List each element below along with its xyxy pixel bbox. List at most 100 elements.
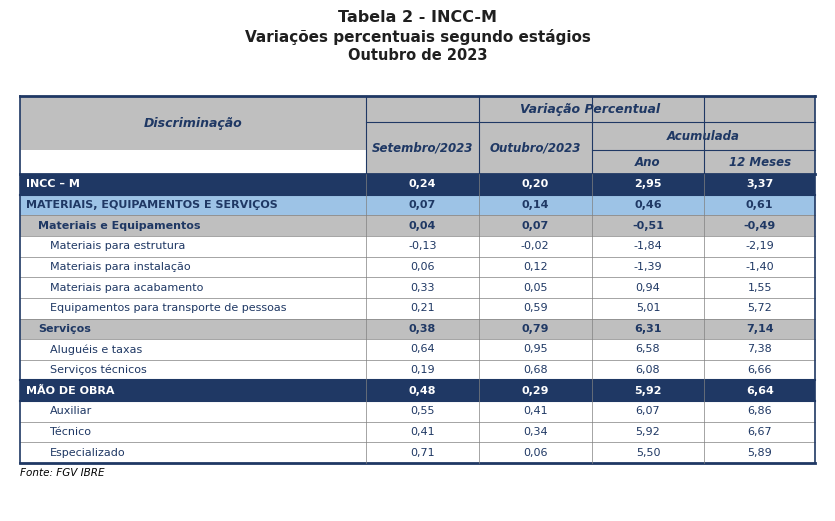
Text: 6,31: 6,31 [635, 324, 662, 334]
Text: 7,38: 7,38 [747, 344, 772, 354]
Text: 0,38: 0,38 [408, 324, 436, 334]
Text: -0,13: -0,13 [408, 241, 437, 251]
Text: 0,95: 0,95 [523, 344, 548, 354]
Bar [478, 122, 592, 174]
Text: MÃO DE OBRA: MÃO DE OBRA [26, 386, 114, 396]
Text: 6,66: 6,66 [747, 365, 772, 375]
Bar [20, 256, 815, 277]
Text: 0,64: 0,64 [410, 344, 434, 354]
Text: -1,39: -1,39 [634, 262, 662, 272]
Text: 5,50: 5,50 [635, 448, 660, 457]
Bar [20, 421, 815, 442]
Text: 0,79: 0,79 [521, 324, 549, 334]
Text: 0,68: 0,68 [523, 365, 548, 375]
Text: 5,01: 5,01 [635, 303, 660, 313]
Text: 3,37: 3,37 [746, 179, 773, 189]
Text: Ano: Ano [635, 155, 660, 168]
Bar [366, 96, 815, 122]
Text: 0,24: 0,24 [408, 179, 436, 189]
Text: 0,71: 0,71 [410, 448, 434, 457]
Text: 5,72: 5,72 [747, 303, 772, 313]
Text: Discriminação: Discriminação [144, 117, 242, 130]
Bar [20, 96, 366, 150]
Text: 0,34: 0,34 [523, 427, 548, 437]
Text: Equipamentos para transporte de pessoas: Equipamentos para transporte de pessoas [50, 303, 286, 313]
Text: 0,07: 0,07 [522, 220, 549, 231]
Text: 0,14: 0,14 [521, 200, 549, 210]
Bar [20, 442, 815, 463]
Text: -2,19: -2,19 [746, 241, 774, 251]
Text: Setembro/2023: Setembro/2023 [372, 142, 473, 155]
Text: Fonte: FGV IBRE: Fonte: FGV IBRE [20, 468, 104, 478]
Text: MATERIAIS, EQUIPAMENTOS E SERVIÇOS: MATERIAIS, EQUIPAMENTOS E SERVIÇOS [26, 200, 278, 210]
Bar [20, 339, 815, 360]
Text: 0,06: 0,06 [410, 262, 434, 272]
Text: -0,02: -0,02 [521, 241, 549, 251]
Text: Materiais para instalação: Materiais para instalação [50, 262, 190, 272]
Text: -0,51: -0,51 [632, 220, 664, 231]
Text: 6,64: 6,64 [746, 386, 774, 396]
Text: 6,07: 6,07 [635, 406, 660, 416]
Text: Materiais para estrutura: Materiais para estrutura [50, 241, 185, 251]
Text: 0,46: 0,46 [635, 200, 662, 210]
Text: Tabela 2 - INCC-M: Tabela 2 - INCC-M [338, 9, 497, 24]
Text: 0,04: 0,04 [408, 220, 436, 231]
Text: Serviços: Serviços [38, 324, 91, 334]
Text: 1,55: 1,55 [747, 282, 772, 292]
Text: 0,33: 0,33 [410, 282, 434, 292]
Bar [20, 236, 815, 256]
Text: 0,41: 0,41 [523, 406, 548, 416]
Text: Técnico: Técnico [50, 427, 91, 437]
Text: 0,29: 0,29 [521, 386, 549, 396]
Text: 0,07: 0,07 [408, 200, 436, 210]
Bar [592, 122, 815, 150]
Bar [20, 174, 815, 195]
Bar [20, 360, 815, 380]
Text: -1,84: -1,84 [634, 241, 662, 251]
Text: Especializado: Especializado [50, 448, 125, 457]
Text: 5,92: 5,92 [635, 427, 660, 437]
Bar [20, 277, 815, 298]
Text: 0,61: 0,61 [746, 200, 773, 210]
Text: Outubro/2023: Outubro/2023 [489, 142, 581, 155]
Text: Outubro de 2023: Outubro de 2023 [347, 48, 488, 64]
Text: -0,49: -0,49 [744, 220, 776, 231]
Text: Variações percentuais segundo estágios: Variações percentuais segundo estágios [245, 29, 590, 45]
Bar [592, 150, 705, 174]
Text: 0,06: 0,06 [523, 448, 548, 457]
Text: 2,95: 2,95 [635, 179, 662, 189]
Bar [20, 380, 815, 401]
Text: -1,40: -1,40 [746, 262, 774, 272]
Text: Variação Percentual: Variação Percentual [520, 103, 660, 116]
Text: 0,19: 0,19 [410, 365, 434, 375]
Text: 0,21: 0,21 [410, 303, 434, 313]
Text: Auxiliar: Auxiliar [50, 406, 92, 416]
Text: Materiais para acabamento: Materiais para acabamento [50, 282, 204, 292]
Text: 6,67: 6,67 [747, 427, 772, 437]
Text: 0,12: 0,12 [523, 262, 548, 272]
Text: 0,94: 0,94 [635, 282, 660, 292]
Text: 5,92: 5,92 [635, 386, 662, 396]
Text: 6,86: 6,86 [747, 406, 772, 416]
Bar [20, 298, 815, 318]
Text: 0,55: 0,55 [410, 406, 434, 416]
Bar [20, 318, 815, 339]
Text: 0,48: 0,48 [408, 386, 436, 396]
Text: 7,14: 7,14 [746, 324, 773, 334]
Text: 6,08: 6,08 [635, 365, 660, 375]
Bar [20, 215, 815, 236]
Bar [366, 122, 478, 174]
Text: 6,58: 6,58 [635, 344, 660, 354]
Bar [20, 195, 815, 215]
Bar [705, 150, 815, 174]
Bar [20, 401, 815, 421]
Text: Acumulada: Acumulada [667, 130, 740, 143]
Text: 0,59: 0,59 [523, 303, 548, 313]
Text: Serviços técnicos: Serviços técnicos [50, 365, 147, 375]
Text: 0,41: 0,41 [410, 427, 434, 437]
Text: INCC – M: INCC – M [26, 179, 80, 189]
Text: Materiais e Equipamentos: Materiais e Equipamentos [38, 220, 200, 231]
Text: 0,20: 0,20 [522, 179, 549, 189]
Text: Aluguéis e taxas: Aluguéis e taxas [50, 344, 142, 355]
Text: 12 Meses: 12 Meses [729, 155, 791, 168]
